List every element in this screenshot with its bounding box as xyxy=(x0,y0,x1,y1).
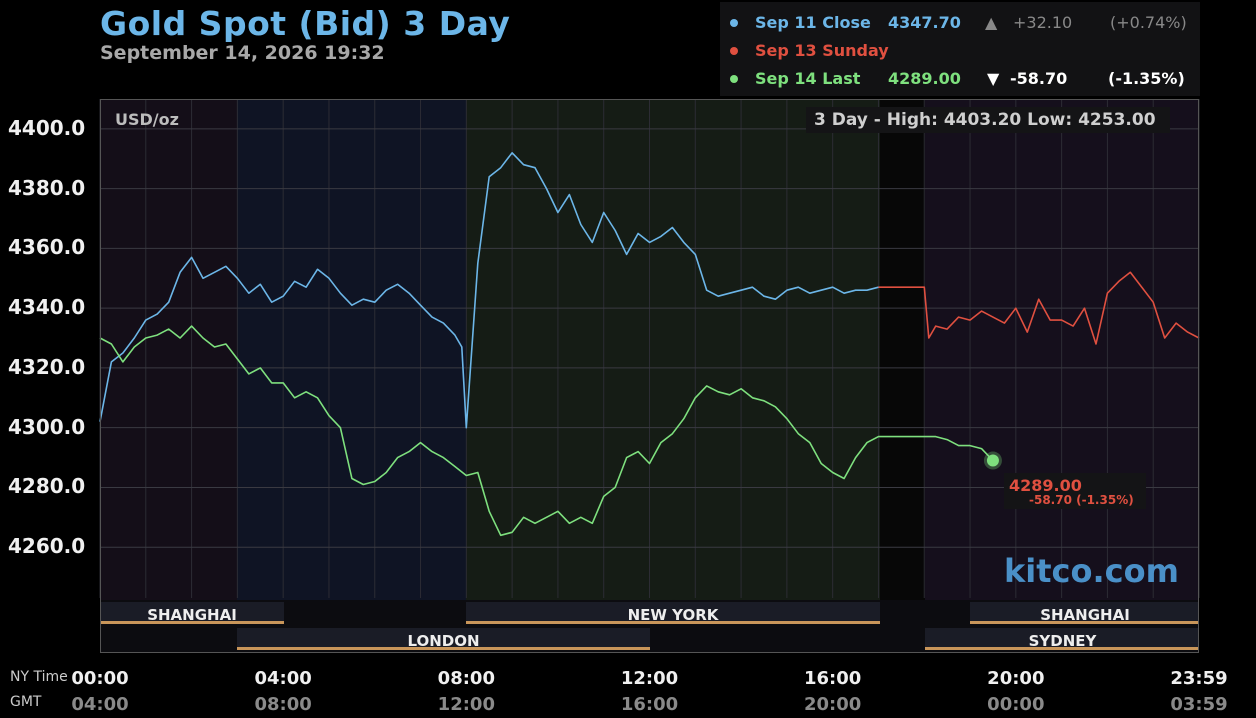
y-tick-label: 4320.0 xyxy=(8,354,86,379)
x-tick-label-gmt: 08:00 xyxy=(254,694,312,715)
legend-label: Sep 11 Close xyxy=(755,13,871,32)
x-tick-label-ny: 20:00 xyxy=(987,668,1045,689)
legend-percent: (-1.35%) xyxy=(1108,69,1185,88)
x-tick-label-gmt: 00:00 xyxy=(987,694,1045,715)
last-price-callout xyxy=(1004,473,1146,509)
session-background xyxy=(880,99,925,653)
chart-title: Gold Spot (Bid) 3 Day xyxy=(100,4,511,43)
y-tick-label: 4340.0 xyxy=(8,295,86,320)
session-label-sydney: SYDNEY xyxy=(1028,632,1097,650)
legend-label: Sep 14 Last xyxy=(755,69,861,88)
session-bar xyxy=(466,602,880,623)
session-label-new-york: NEW YORK xyxy=(627,606,719,624)
last-price-label: 4289.00 xyxy=(1009,476,1082,495)
session-underline xyxy=(925,647,1199,650)
last-price-dot xyxy=(986,454,999,467)
session-bar xyxy=(970,602,1199,623)
session-background xyxy=(466,99,880,653)
session-background xyxy=(237,99,466,653)
session-label-shanghai-2: SHANGHAI xyxy=(1040,606,1130,624)
legend-percent: (+0.74%) xyxy=(1110,13,1187,32)
series-line-1 xyxy=(878,271,1200,345)
last-change-label: -58.70 (-1.35%) xyxy=(1029,493,1134,507)
session-background xyxy=(100,99,237,653)
brand-watermark[interactable]: kitco.com xyxy=(1004,552,1179,590)
x-tick-label-gmt: 04:00 xyxy=(71,694,129,715)
session-underline xyxy=(237,647,650,650)
x-tick-label-ny: 23:59 xyxy=(1170,668,1228,689)
session-underline xyxy=(970,621,1199,624)
session-underline xyxy=(466,621,880,624)
session-bar xyxy=(100,602,284,623)
legend-price: 4347.70 xyxy=(888,13,961,32)
chart-timestamp: September 14, 2026 19:32 xyxy=(100,42,385,64)
y-tick-label: 4360.0 xyxy=(8,235,86,260)
x-tick-label-ny: 00:00 xyxy=(71,668,129,689)
series-line-0 xyxy=(99,152,879,429)
legend-dot-icon xyxy=(730,19,738,27)
x-tick-label-gmt: 16:00 xyxy=(620,694,679,715)
session-underline xyxy=(100,621,284,624)
y-tick-label: 4400.0 xyxy=(8,115,86,140)
legend-change: -58.70 xyxy=(1010,69,1068,88)
ny-time-axis-label: NY Time xyxy=(10,669,68,685)
series-line-2 xyxy=(99,325,994,537)
x-tick-label-ny: 08:00 xyxy=(437,668,495,689)
legend-label: Sep 13 Sunday xyxy=(755,41,889,60)
session-label-shanghai: SHANGHAI xyxy=(147,606,237,624)
legend-price: 4289.00 xyxy=(888,69,961,88)
y-tick-label: 4300.0 xyxy=(8,414,86,439)
legend-change: +32.10 xyxy=(1013,13,1073,32)
legend-dot-icon xyxy=(730,75,738,83)
unit-label: USD/oz xyxy=(115,110,179,129)
plot-frame xyxy=(100,99,1199,653)
legend-arrow-down-icon: ▼ xyxy=(987,69,1000,88)
gmt-axis-label: GMT xyxy=(10,694,42,710)
y-tick-label: 4380.0 xyxy=(8,175,86,200)
x-tick-label-ny: 12:00 xyxy=(620,668,679,689)
legend: Sep 11 Close 4347.70 ▲ +32.10 (+0.74%) S… xyxy=(720,2,1200,96)
y-tick-label: 4280.0 xyxy=(8,474,86,499)
session-bar xyxy=(925,628,1199,649)
x-tick-label-gmt: 20:00 xyxy=(804,694,862,715)
x-tick-label-gmt: 03:59 xyxy=(1170,694,1228,715)
x-tick-label-ny: 04:00 xyxy=(254,668,312,689)
high-low-readout: 3 Day - High: 4403.20 Low: 4253.00 xyxy=(806,107,1170,133)
session-label-london: LONDON xyxy=(407,632,480,650)
legend-arrow-up-icon: ▲ xyxy=(985,13,998,32)
session-bar xyxy=(237,628,650,649)
x-tick-label-gmt: 12:00 xyxy=(437,694,495,715)
y-tick-label: 4260.0 xyxy=(8,534,86,559)
legend-dot-icon xyxy=(730,47,738,55)
x-tick-label-ny: 16:00 xyxy=(804,668,862,689)
